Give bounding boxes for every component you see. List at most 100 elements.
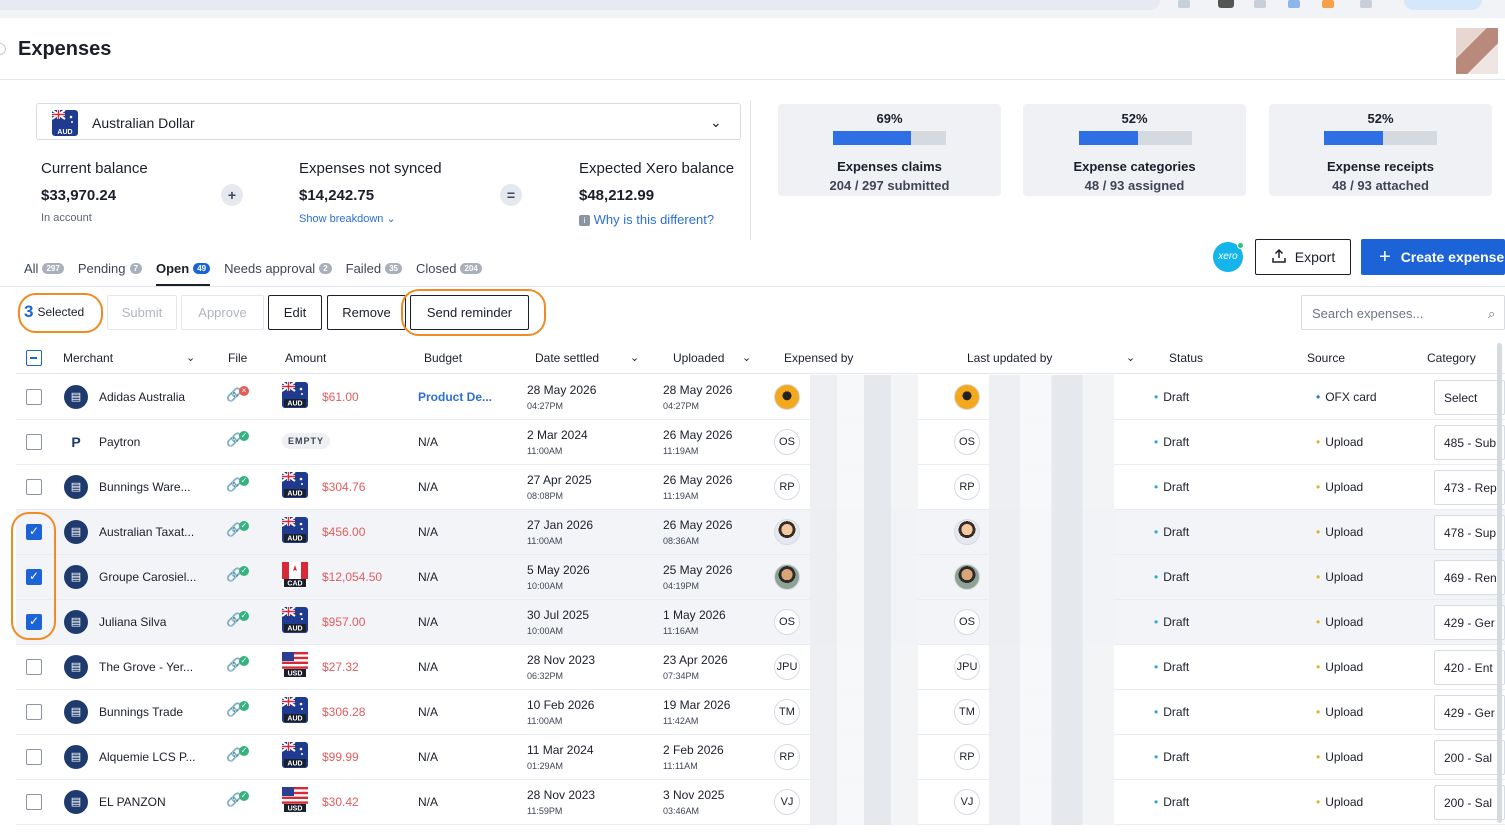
attachment-icon[interactable]: 🔗 ✓ [226,701,249,717]
budget: N/A [418,795,439,809]
col-merchant[interactable]: Merchant [63,351,114,365]
extension-icon[interactable] [1178,0,1190,8]
attachment-icon[interactable]: 🔗 ✓ [226,791,249,807]
category-select[interactable]: 200 - Sal [1434,785,1505,820]
category-select[interactable]: 485 - Sub [1434,425,1505,460]
tab-needs-approval[interactable]: Needs approval 2 [224,258,332,278]
col-budget[interactable]: Budget [424,351,463,365]
source-label: Upload [1316,660,1363,674]
remove-button[interactable]: Remove [327,295,406,330]
merchant-name[interactable]: Alquemie LCS P... [99,750,196,764]
chevron-down-icon[interactable]: ⌄ [186,352,196,364]
row-checkbox[interactable] [26,794,42,810]
extension-badge-icon[interactable] [1218,0,1234,8]
tab-open[interactable]: Open 49 [155,258,211,286]
table-row[interactable]: ▤ EL PANZON 🔗 ✓ USD $30.42 N/A 28 Nov 2023 11:59… [16,780,1505,825]
table-row[interactable]: ✓ ▤ Australian Taxat... 🔗 ✓ AUD $456.00 N/A 27 J… [16,510,1505,555]
progress-bar [833,131,946,145]
extension-icon[interactable] [1322,0,1334,8]
select-all-checkbox[interactable] [26,350,42,366]
table-row[interactable]: ▤ The Grove - Yer... 🔗 ✓ USD $27.32 N/A 28 Nov … [16,645,1505,690]
merchant-name[interactable]: Juliana Silva [99,615,167,629]
show-breakdown-link[interactable]: Show breakdown ⌄ [299,213,396,225]
chevron-down-icon[interactable]: ⌄ [742,352,752,364]
tab-all[interactable]: All 297 [24,258,64,278]
category-select[interactable]: 429 - Ger [1434,605,1505,640]
attachment-icon[interactable]: 🔗 ✓ [226,746,249,762]
xero-logo-icon[interactable]: xero [1213,242,1244,272]
table-row[interactable]: ▤ Adidas Australia 🔗 × AUD $61.00 Product De..… [16,375,1505,420]
send-reminder-button[interactable]: Send reminder [410,295,529,330]
merchant-name[interactable]: Bunnings Trade [99,705,184,719]
chevron-down-icon[interactable]: ⌄ [630,352,640,364]
sidebar-toggle-icon[interactable] [0,43,6,55]
tab-pending[interactable]: Pending 7 [78,258,142,278]
row-checkbox[interactable] [26,704,42,720]
merchant-name[interactable]: Adidas Australia [99,390,186,404]
table-row[interactable]: ✓ ▤ Groupe Carosiel... 🔗 ✓ CAD $12,054.50 N/A 5 … [16,555,1505,600]
col-status[interactable]: Status [1169,351,1204,365]
row-checkbox[interactable]: ✓ [26,524,42,540]
tab-closed[interactable]: Closed 204 [416,258,482,278]
category-select[interactable]: 478 - Sup [1434,515,1505,550]
row-checkbox[interactable]: ✓ [26,614,42,630]
scrollbar[interactable] [1497,343,1502,823]
col-last-updated-by[interactable]: Last updated by [967,351,1053,365]
edit-button[interactable]: Edit [268,295,322,330]
attachment-icon[interactable]: 🔗 ✓ [226,476,249,492]
table-row[interactable]: ✓ ▤ Juliana Silva 🔗 ✓ AUD $957.00 N/A 30 Jul 202… [16,600,1505,645]
row-checkbox[interactable] [26,749,42,765]
category-select[interactable]: 420 - Ent [1434,650,1505,685]
approve-button[interactable]: Approve [181,295,264,330]
category-select[interactable]: 469 - Ren [1434,560,1505,595]
attachment-icon[interactable]: 🔗 × [226,386,250,407]
budget[interactable]: Product De... [418,390,493,404]
attachment-icon[interactable]: 🔗 ✓ [226,521,249,537]
search-input[interactable]: Search expenses... ⌕ [1301,295,1505,330]
col-source[interactable]: Source [1307,351,1346,365]
attachment-icon[interactable]: 🔗 ✓ [226,431,249,447]
chevron-down-icon[interactable]: ⌄ [1126,352,1136,364]
col-category[interactable]: Category [1427,351,1476,365]
row-checkbox[interactable] [26,389,42,405]
extension-icon[interactable] [1254,0,1266,8]
merchant-name[interactable]: Paytron [99,435,141,449]
extension-icon[interactable] [1360,0,1372,8]
category-select[interactable]: 200 - Sal [1434,740,1505,775]
merchant-name[interactable]: Bunnings Ware... [99,480,191,494]
extension-icon[interactable] [1288,0,1300,8]
why-different-link[interactable]: i Why is this different? [579,212,734,227]
col-uploaded[interactable]: Uploaded [673,351,725,365]
table-row[interactable]: ▤ Alquemie LCS P... 🔗 ✓ AUD $99.99 N/A 11 Mar 2… [16,735,1505,780]
table-row[interactable]: ▤ Bunnings Ware... 🔗 ✓ AUD $304.76 N/A 27 Apr 2… [16,465,1505,510]
table-row[interactable]: P Paytron 🔗 ✓ EMPTY N/A 2 Mar 2024 11:00AM 26 Ma… [16,420,1505,465]
user-avatar: JPU [954,654,980,680]
merchant-name[interactable]: Australian Taxat... [99,525,195,539]
attachment-icon[interactable]: 🔗 ✓ [226,611,249,627]
category-select[interactable]: 429 - Ger [1434,695,1505,730]
row-checkbox[interactable] [26,434,42,450]
attachment-icon[interactable]: 🔗 ✓ [226,566,249,582]
attachment-icon[interactable]: 🔗 ✓ [226,656,249,672]
tab-failed[interactable]: Failed 35 [346,258,402,278]
currency-select[interactable]: AUD Australian Dollar ⌄ [36,103,741,140]
avatar[interactable] [1456,28,1498,74]
category-select[interactable]: Select [1434,380,1505,415]
row-checkbox[interactable]: ✓ [26,569,42,585]
merchant-name[interactable]: EL PANZON [99,795,166,809]
col-expensed-by[interactable]: Expensed by [784,351,854,365]
category-select[interactable]: 473 - Rep [1434,470,1505,505]
create-expense-button[interactable]: + Create expense [1361,239,1505,275]
col-amount[interactable]: Amount [285,351,327,365]
address-bar[interactable] [0,0,1160,10]
row-checkbox[interactable] [26,479,42,495]
table-row[interactable]: ▤ Bunnings Trade 🔗 ✓ AUD $306.28 N/A 10 Feb 202… [16,690,1505,735]
row-checkbox[interactable] [26,659,42,675]
source-label: Upload [1316,795,1363,809]
export-button[interactable]: Export [1255,239,1351,275]
merchant-name[interactable]: The Grove - Yer... [99,660,194,674]
submit-button[interactable]: Submit [107,295,177,330]
merchant-name[interactable]: Groupe Carosiel... [99,570,197,584]
col-date-settled[interactable]: Date settled [535,351,600,365]
profile-button[interactable] [1404,0,1482,10]
